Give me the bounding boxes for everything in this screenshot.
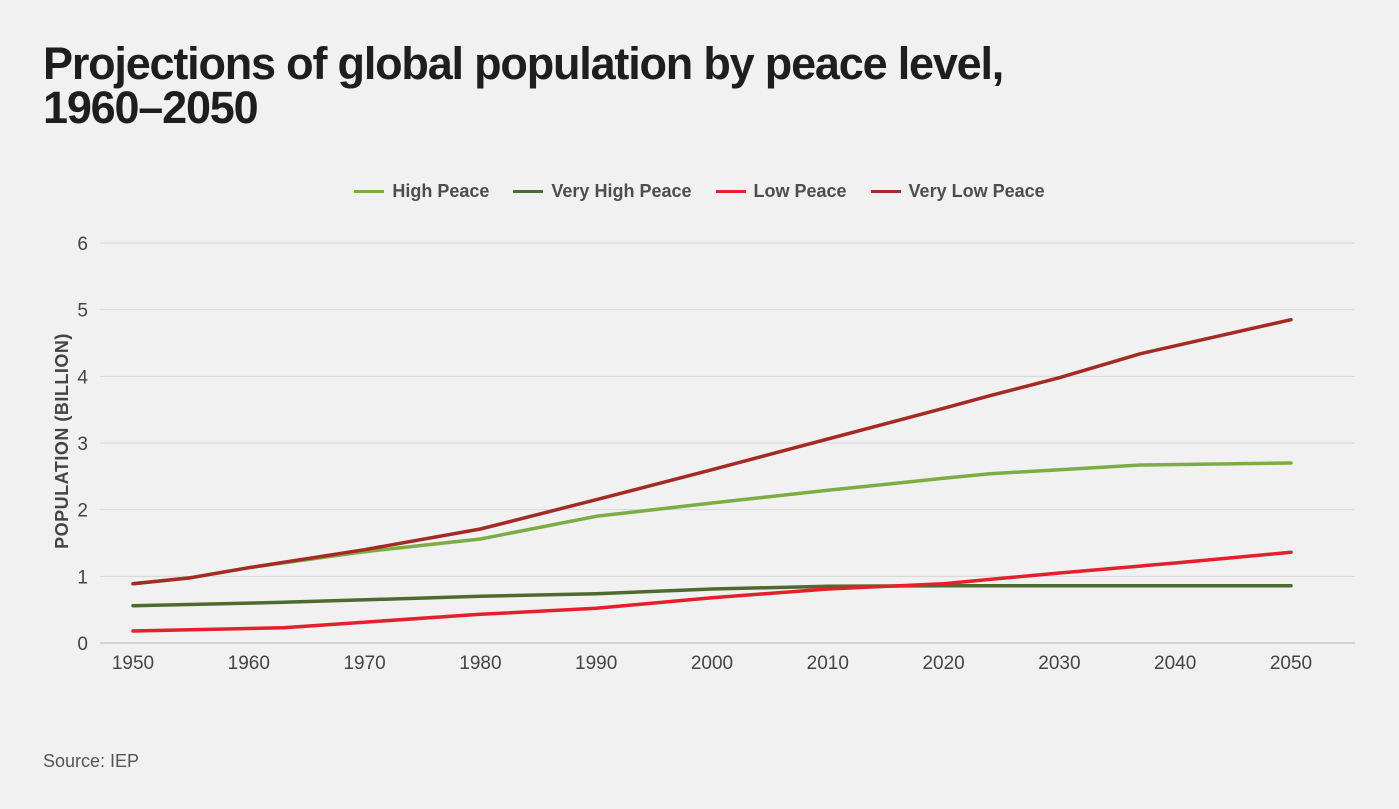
legend-label: Very High Peace <box>551 181 692 201</box>
chart-title-line-1: Projections of global population by peac… <box>43 38 1004 89</box>
chart-title-line-2: 1960–2050 <box>43 82 259 133</box>
y-tick-label: 6 <box>77 234 88 255</box>
series-lines <box>131 317 1293 633</box>
gridlines <box>100 242 1355 644</box>
x-tick-label: 1990 <box>575 653 617 674</box>
legend-item-high-peace: High Peace <box>354 181 489 202</box>
x-tick-label: 2030 <box>1038 653 1080 674</box>
legend-swatch <box>513 190 544 193</box>
legend-swatch <box>354 190 385 193</box>
legend-label: Very Low Peace <box>908 181 1045 201</box>
chart-legend: High Peace Very High Peace Low Peace Very L… <box>0 181 1399 202</box>
y-tick-label: 1 <box>77 567 88 588</box>
x-tick-label: 2050 <box>1270 653 1312 674</box>
legend-swatch <box>870 190 901 193</box>
x-axis-tick-labels: 1950 1960 1970 1980 1990 2000 2010 2020 2030 2040… <box>112 653 1312 674</box>
legend-label: High Peace <box>392 181 490 201</box>
legend-label: Low Peace <box>753 181 847 201</box>
x-tick-label: 1950 <box>112 653 154 674</box>
series-line-low-peace <box>131 550 1293 633</box>
legend-swatch <box>715 190 746 193</box>
y-tick-label: 4 <box>77 367 88 388</box>
y-tick-label: 2 <box>77 501 88 522</box>
legend-item-very-high-peace: Very High Peace <box>513 181 692 202</box>
chart-title: Projections of global population by peac… <box>43 38 1343 133</box>
legend-item-very-low-peace: Very Low Peace <box>870 181 1045 202</box>
series-line-very-low-peace <box>131 317 1293 586</box>
legend-item-low-peace: Low Peace <box>715 181 847 202</box>
y-axis-tick-labels: 0 1 2 3 4 5 6 <box>77 234 88 655</box>
source-note: Source: IEP <box>43 751 140 771</box>
x-tick-label: 2010 <box>807 653 849 674</box>
x-tick-label: 2020 <box>922 653 964 674</box>
x-tick-label: 1980 <box>459 653 501 674</box>
series-line-high-peace <box>131 461 1293 586</box>
x-tick-label: 1960 <box>228 653 270 674</box>
x-tick-label: 2040 <box>1154 653 1196 674</box>
x-tick-label: 2000 <box>691 653 733 674</box>
y-tick-label: 3 <box>77 434 88 455</box>
series-line-very-high-peace <box>131 583 1293 608</box>
y-tick-label: 0 <box>77 634 88 655</box>
y-tick-label: 5 <box>77 301 88 322</box>
x-tick-label: 1970 <box>343 653 385 674</box>
y-axis-label: POPULATION (BILLION) <box>52 333 72 549</box>
